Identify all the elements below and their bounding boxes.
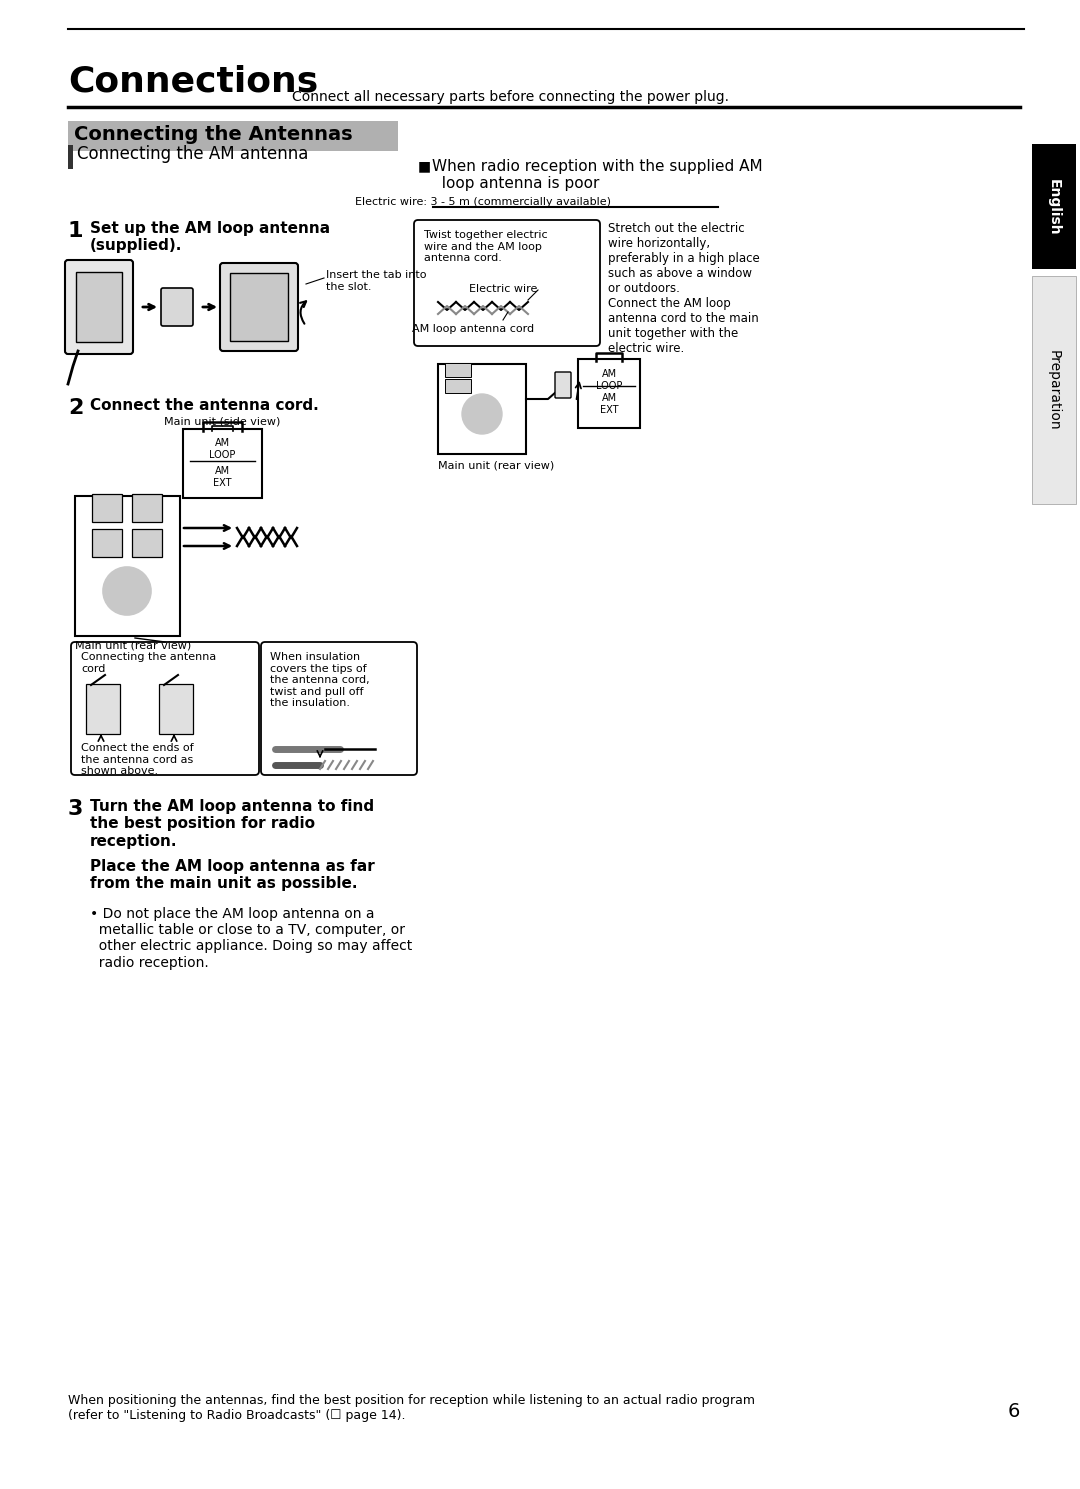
FancyBboxPatch shape: [414, 220, 600, 345]
Bar: [75, 496, 180, 636]
FancyBboxPatch shape: [132, 494, 162, 523]
Text: Electric wire: 3 - 5 m (commercially available): Electric wire: 3 - 5 m (commercially ava…: [355, 197, 611, 207]
Text: Turn the AM loop antenna to find
the best position for radio
reception.: Turn the AM loop antenna to find the bes…: [90, 800, 374, 849]
Text: Twist together electric
wire and the AM loop
antenna cord.: Twist together electric wire and the AM …: [424, 229, 548, 264]
Text: Electric wire: Electric wire: [469, 284, 537, 293]
FancyBboxPatch shape: [159, 683, 193, 734]
Text: AM
EXT: AM EXT: [599, 393, 618, 414]
Text: When radio reception with the supplied AM
  loop antenna is poor: When radio reception with the supplied A…: [432, 159, 762, 192]
FancyBboxPatch shape: [230, 272, 288, 341]
Text: Set up the AM loop antenna
(supplied).: Set up the AM loop antenna (supplied).: [90, 220, 330, 253]
FancyBboxPatch shape: [92, 494, 122, 523]
Text: AM
EXT: AM EXT: [213, 466, 231, 487]
Text: Connecting the antenna
cord: Connecting the antenna cord: [81, 652, 216, 673]
FancyBboxPatch shape: [261, 642, 417, 774]
Text: When positioning the antennas, find the best position for reception while listen: When positioning the antennas, find the …: [68, 1394, 755, 1422]
Text: 2: 2: [68, 398, 83, 418]
FancyBboxPatch shape: [183, 429, 262, 497]
Bar: [1032, 144, 1076, 270]
FancyBboxPatch shape: [65, 261, 133, 354]
Text: Connecting the AM antenna: Connecting the AM antenna: [77, 144, 309, 162]
Text: Connect all necessary parts before connecting the power plug.: Connect all necessary parts before conne…: [292, 89, 729, 104]
Text: Stretch out the electric
wire horizontally,
preferably in a high place
such as a: Stretch out the electric wire horizontal…: [608, 222, 759, 354]
FancyBboxPatch shape: [161, 287, 193, 326]
FancyBboxPatch shape: [555, 372, 571, 398]
Circle shape: [462, 395, 502, 433]
Text: Main unit (rear view): Main unit (rear view): [75, 640, 191, 651]
FancyBboxPatch shape: [132, 529, 162, 557]
FancyBboxPatch shape: [92, 529, 122, 557]
Text: Connecting the Antennas: Connecting the Antennas: [75, 125, 353, 144]
Text: 1: 1: [68, 220, 83, 241]
FancyBboxPatch shape: [86, 683, 120, 734]
Text: Place the AM loop antenna as far
from the main unit as possible.: Place the AM loop antenna as far from th…: [90, 859, 375, 892]
Text: AM
LOOP: AM LOOP: [208, 438, 235, 460]
FancyBboxPatch shape: [445, 363, 471, 377]
FancyBboxPatch shape: [445, 380, 471, 393]
FancyBboxPatch shape: [220, 264, 298, 351]
FancyBboxPatch shape: [76, 272, 122, 342]
Text: • Do not place the AM loop antenna on a
  metallic table or close to a TV, compu: • Do not place the AM loop antenna on a …: [90, 907, 413, 969]
Text: Connections: Connections: [68, 66, 319, 98]
Text: When insulation
covers the tips of
the antenna cord,
twist and pull off
the insu: When insulation covers the tips of the a…: [270, 652, 369, 709]
Text: AM loop antenna cord: AM loop antenna cord: [411, 325, 535, 334]
Text: ■: ■: [418, 159, 431, 173]
FancyBboxPatch shape: [68, 144, 73, 168]
FancyBboxPatch shape: [71, 642, 259, 774]
FancyBboxPatch shape: [68, 121, 399, 150]
Bar: [1032, 275, 1076, 503]
Text: Main unit (side view): Main unit (side view): [164, 415, 280, 426]
Text: English: English: [1047, 179, 1061, 235]
Text: 6: 6: [1008, 1403, 1020, 1421]
FancyBboxPatch shape: [578, 359, 640, 427]
Text: Insert the tab into
the slot.: Insert the tab into the slot.: [326, 270, 427, 292]
Bar: [438, 363, 526, 454]
Text: Connect the antenna cord.: Connect the antenna cord.: [90, 398, 319, 412]
Text: AM
LOOP: AM LOOP: [596, 369, 622, 390]
Circle shape: [103, 567, 151, 615]
Text: Connect the ends of
the antenna cord as
shown above.: Connect the ends of the antenna cord as …: [81, 743, 193, 776]
Text: Preparation: Preparation: [1047, 350, 1061, 430]
Text: 3: 3: [68, 800, 83, 819]
Text: Main unit (rear view): Main unit (rear view): [438, 460, 554, 471]
